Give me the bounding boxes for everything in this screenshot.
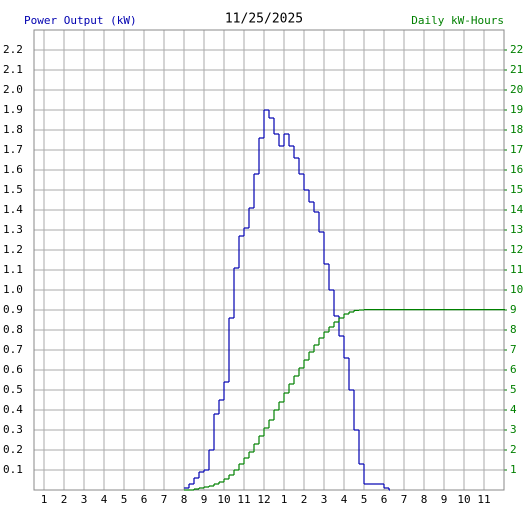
y-axis-title: Power Output (kW) xyxy=(24,14,137,27)
x-tick-label: 2 xyxy=(301,493,308,506)
y-tick-label: 1.4 xyxy=(3,203,23,216)
x-tick-label: 8 xyxy=(421,493,428,506)
chart-title: 11/25/2025 xyxy=(225,12,303,27)
x-tick-label: 7 xyxy=(401,493,408,506)
y2-tick-label: 15 xyxy=(510,183,523,196)
y-tick-label: 1.0 xyxy=(3,283,23,296)
y2-tick-label: 8 xyxy=(510,323,517,336)
x-tick-label: 12 xyxy=(257,493,270,506)
y-tick-label: 0.9 xyxy=(3,303,23,316)
y-tick-label: 0.5 xyxy=(3,383,23,396)
x-tick-label: 8 xyxy=(181,493,188,506)
y2-tick-label: 5 xyxy=(510,383,517,396)
x-tick-label: 3 xyxy=(81,493,88,506)
y2-tick-label: 4 xyxy=(510,403,517,416)
y2-axis-title: Daily kW-Hours xyxy=(411,14,504,27)
x-tick-label: 2 xyxy=(61,493,68,506)
y2-tick-label: 7 xyxy=(510,343,517,356)
y2-tick-label: 10 xyxy=(510,283,523,296)
y-tick-label: 0.8 xyxy=(3,323,23,336)
y-tick-label: 1.5 xyxy=(3,183,23,196)
y2-tick-label: 2 xyxy=(510,443,517,456)
y-tick-label: 1.9 xyxy=(3,103,23,116)
y-tick-label: 0.4 xyxy=(3,403,23,416)
y2-tick-label: 3 xyxy=(510,423,517,436)
x-tick-label: 10 xyxy=(217,493,230,506)
y2-tick-label: 9 xyxy=(510,303,517,316)
x-tick-label: 1 xyxy=(281,493,288,506)
y2-tick-label: 18 xyxy=(510,123,523,136)
x-tick-label: 11 xyxy=(237,493,250,506)
y-tick-label: 2.0 xyxy=(3,83,23,96)
y-tick-label: 1.7 xyxy=(3,143,23,156)
y-tick-label: 0.3 xyxy=(3,423,23,436)
x-tick-label: 9 xyxy=(201,493,208,506)
x-tick-label: 9 xyxy=(441,493,448,506)
y-tick-label: 1.3 xyxy=(3,223,23,236)
x-tick-label: 3 xyxy=(321,493,328,506)
y2-tick-label: 11 xyxy=(510,263,523,276)
y-tick-label: 2.1 xyxy=(3,63,23,76)
plot-border xyxy=(33,29,505,491)
y-tick-label: 1.6 xyxy=(3,163,23,176)
x-tick-label: 5 xyxy=(121,493,128,506)
y2-tick-label: 14 xyxy=(510,203,524,216)
y-tick-label: 0.2 xyxy=(3,443,23,456)
y-tick-label: 1.8 xyxy=(3,123,23,136)
x-tick-label: 7 xyxy=(161,493,168,506)
y2-tick-label: 17 xyxy=(510,143,523,156)
x-tick-label: 4 xyxy=(101,493,108,506)
y-tick-label: 1.2 xyxy=(3,243,23,256)
x-tick-label: 4 xyxy=(341,493,348,506)
y2-tick-label: 21 xyxy=(510,63,523,76)
x-tick-label: 6 xyxy=(141,493,148,506)
x-tick-label: 5 xyxy=(361,493,368,506)
y-tick-label: 0.6 xyxy=(3,363,23,376)
y-tick-label: 1.1 xyxy=(3,263,23,276)
y2-tick-label: 20 xyxy=(510,83,523,96)
y2-tick-label: 6 xyxy=(510,363,517,376)
y2-tick-label: 1 xyxy=(510,463,517,476)
x-tick-label: 6 xyxy=(381,493,388,506)
y2-tick-label: 22 xyxy=(510,43,523,56)
y2-tick-label: 16 xyxy=(510,163,523,176)
y-tick-label: 0.1 xyxy=(3,463,23,476)
y2-tick-label: 12 xyxy=(510,243,523,256)
x-tick-label: 11 xyxy=(477,493,490,506)
y2-tick-label: 19 xyxy=(510,103,523,116)
y2-tick-label: 13 xyxy=(510,223,523,236)
y-tick-label: 2.2 xyxy=(3,43,23,56)
x-tick-label: 10 xyxy=(457,493,470,506)
y-tick-label: 0.7 xyxy=(3,343,23,356)
x-tick-label: 1 xyxy=(41,493,48,506)
